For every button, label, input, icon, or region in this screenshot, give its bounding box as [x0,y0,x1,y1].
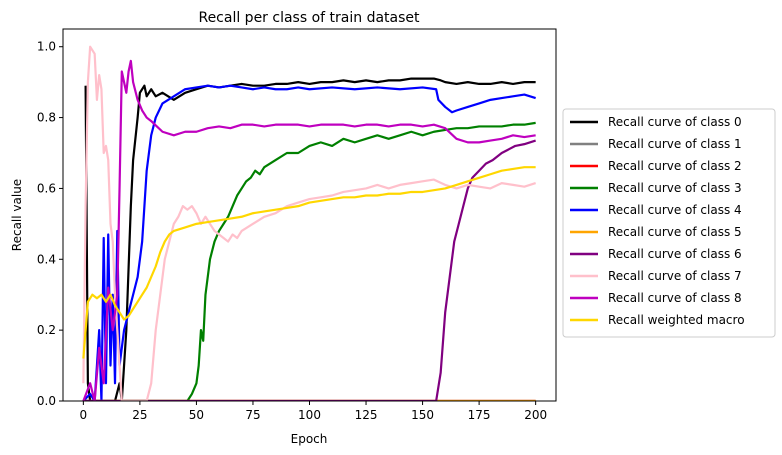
y-axis-label: Recall value [10,179,24,251]
x-axis-label: Epoch [291,432,328,446]
legend-label: Recall curve of class 8 [608,291,742,305]
x-tick-label: 125 [355,408,378,422]
x-tick-label: 0 [80,408,88,422]
series-line-0 [84,77,536,401]
legend-label: Recall curve of class 1 [608,137,742,151]
y-tick-label: 0.8 [37,111,56,125]
x-tick-label: 175 [468,408,491,422]
series-line-7 [82,45,536,401]
legend-box [562,108,776,338]
legend-label: Recall curve of class 0 [608,115,742,129]
x-tick-label: 150 [411,408,434,422]
legend-label: Recall curve of class 7 [608,269,742,283]
x-axis: 0 25 50 75 100 125 150 175 200 [80,401,547,422]
legend-label: Recall weighted macro [608,313,745,327]
y-tick-label: 0.0 [37,394,56,408]
series-line-3 [83,121,536,401]
legend-label: Recall curve of class 2 [608,159,742,173]
y-axis: 0.0 0.2 0.4 0.6 0.8 1.0 [37,40,63,408]
y-tick-label: 0.2 [37,323,56,337]
legend-label: Recall curve of class 4 [608,203,742,217]
x-tick-label: 25 [132,408,147,422]
y-tick-label: 0.6 [37,181,56,195]
x-tick-label: 75 [245,408,260,422]
legend-label: Recall curve of class 5 [608,225,742,239]
x-tick-label: 100 [298,408,321,422]
series-line-4 [82,84,536,401]
plot-area [82,45,536,401]
y-tick-label: 0.4 [37,252,56,266]
legend-label: Recall curve of class 3 [608,181,742,195]
x-tick-label: 200 [524,408,547,422]
legend: Recall curve of class 0 Recall curve of c… [562,108,776,338]
chart-title: Recall per class of train dataset [198,10,420,26]
series-line-6 [83,139,536,401]
legend-label: Recall curve of class 6 [608,247,742,261]
series-line-8 [82,59,536,401]
y-tick-label: 1.0 [37,40,56,54]
x-tick-label: 50 [189,408,204,422]
series-line-9 [82,166,536,359]
